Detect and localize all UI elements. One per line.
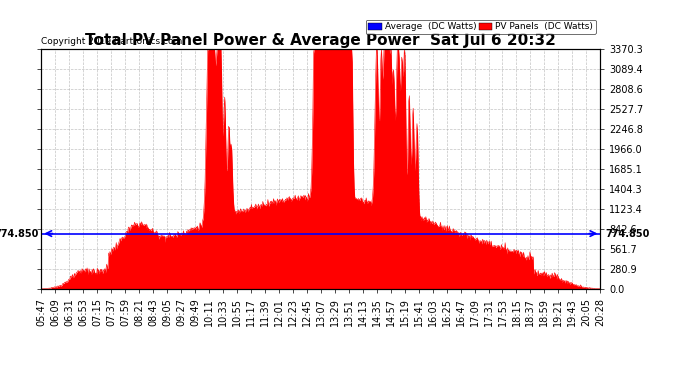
Text: 774.850: 774.850 — [0, 229, 39, 238]
Legend: Average  (DC Watts), PV Panels  (DC Watts): Average (DC Watts), PV Panels (DC Watts) — [366, 20, 595, 34]
Text: 774.850: 774.850 — [606, 229, 650, 238]
Title: Total PV Panel Power & Average Power  Sat Jul 6 20:32: Total PV Panel Power & Average Power Sat… — [86, 33, 556, 48]
Text: Copyright 2019 Cartronics.com: Copyright 2019 Cartronics.com — [41, 38, 183, 46]
